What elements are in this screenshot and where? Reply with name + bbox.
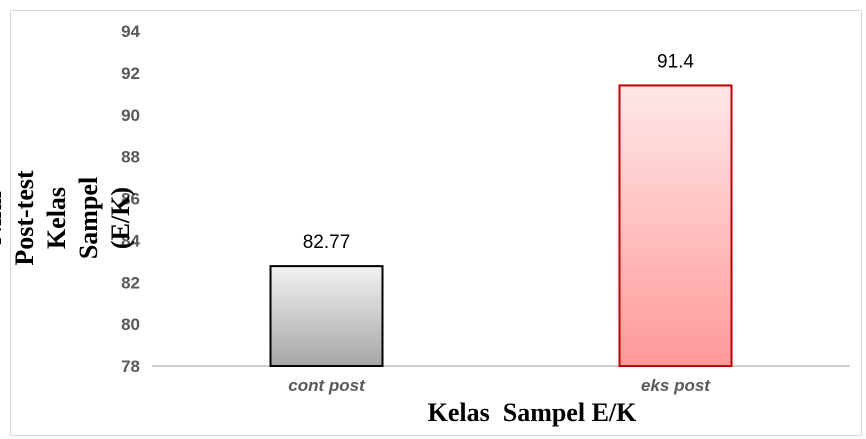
y-tick-label: 78	[121, 357, 140, 376]
y-tick-label: 80	[121, 315, 140, 334]
category-labels: cont post eks post	[288, 376, 711, 395]
y-tick-label: 92	[121, 64, 140, 83]
y-axis-title-wrap: Nilai Post-test Kelas Sampel (E/K)	[0, 18, 135, 418]
y-tick-label: 94	[121, 22, 140, 41]
x-category-label: eks post	[641, 376, 711, 395]
bar-value-label: 82.77	[303, 232, 351, 253]
y-tick-label: 90	[121, 106, 140, 125]
data-labels: 82.77 91.4	[303, 51, 695, 253]
x-category-label: cont post	[288, 376, 366, 395]
y-tick-label: 86	[121, 190, 140, 209]
y-tick-label: 82	[121, 273, 140, 292]
bars	[269, 84, 733, 367]
x-axis-title: Kelas Sampel E/K	[427, 398, 637, 427]
bar-eks-post	[618, 84, 733, 367]
y-axis-title: Nilai Post-test Kelas Sampel (E/K)	[0, 170, 135, 266]
y-tick-label: 88	[121, 148, 140, 167]
y-tick-label: 84	[121, 231, 140, 250]
bar-value-label: 91.4	[657, 51, 694, 72]
y-axis-ticks: 78 80 82 84 86 88 90 92 94	[121, 22, 140, 376]
bar-cont-post	[269, 265, 384, 367]
